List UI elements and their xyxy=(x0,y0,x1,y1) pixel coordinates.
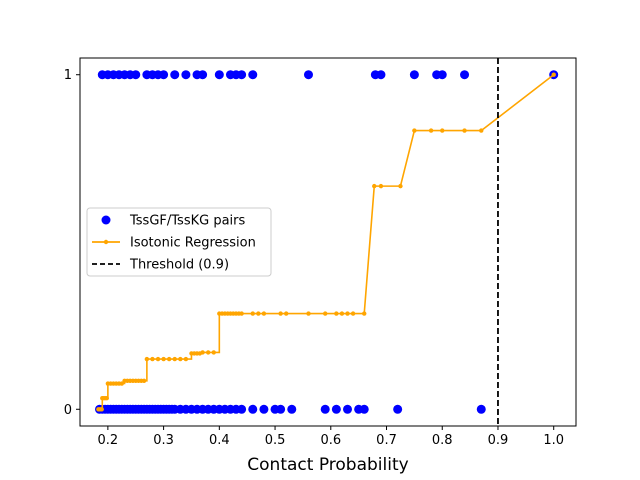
scatter-point xyxy=(198,70,208,80)
legend-frame xyxy=(86,207,272,277)
x-tick-label: 0.7 xyxy=(376,433,397,448)
scatter-point xyxy=(237,70,247,80)
isotonic-point xyxy=(278,311,283,316)
y-tick-label: 0 xyxy=(64,403,72,418)
scatter-point xyxy=(181,70,191,80)
axes-frame xyxy=(79,57,577,427)
isotonic-point xyxy=(428,128,434,133)
scatter-point xyxy=(259,404,269,414)
isotonic-point xyxy=(323,311,328,316)
isotonic-point xyxy=(440,128,445,133)
scatter-point xyxy=(248,404,258,414)
isotonic-point xyxy=(119,381,124,386)
x-tick-label: 0.2 xyxy=(98,433,119,448)
x-axis-title: Contact Probability xyxy=(247,455,408,475)
scatter-point xyxy=(303,70,313,80)
isotonic-point xyxy=(150,356,155,362)
x-tick-label: 0.6 xyxy=(320,433,341,448)
y-tick-label: 1 xyxy=(64,68,72,83)
scatter-point xyxy=(159,70,169,80)
scatter-point xyxy=(276,404,286,414)
legend-label-threshold: Threshold (0.9) xyxy=(129,258,229,273)
isotonic-point xyxy=(350,311,356,316)
isotonic-point xyxy=(205,350,211,355)
x-tick-label: 0.3 xyxy=(153,433,174,448)
isotonic-point xyxy=(200,350,205,355)
isotonic-point xyxy=(339,311,345,316)
legend: TssGF/TssKG pairs Isotonic Regression Th… xyxy=(86,207,272,277)
isotonic-point xyxy=(256,311,261,316)
isotonic-point xyxy=(178,356,183,362)
legend-label-isotonic: Isotonic Regression xyxy=(130,236,256,251)
scatter-point xyxy=(409,70,419,80)
legend-label-scatter: TssGF/TssKG pairs xyxy=(129,214,246,229)
isotonic-point xyxy=(345,311,350,316)
x-tick-label: 0.8 xyxy=(432,433,453,448)
isotonic-point xyxy=(141,378,147,384)
x-tick-label: 0.5 xyxy=(265,433,286,448)
isotonic-point xyxy=(155,356,161,362)
isotonic-point xyxy=(161,356,166,362)
isotonic-point xyxy=(183,356,189,362)
isotonic-point xyxy=(172,356,177,362)
scatter-point xyxy=(214,70,224,80)
isotonic-point xyxy=(239,311,244,316)
isotonic-point xyxy=(306,311,311,316)
scatter-point xyxy=(437,70,447,80)
isotonic-point xyxy=(99,407,104,412)
scatter-point xyxy=(376,70,386,80)
isotonic-point xyxy=(462,128,467,133)
isotonic-point xyxy=(334,311,339,316)
legend-marker-isotonic xyxy=(103,239,109,245)
scatter-point xyxy=(331,404,341,414)
scatter-point xyxy=(131,70,141,80)
scatter-point xyxy=(287,404,297,414)
isotonic-point xyxy=(104,396,109,401)
scatter-point xyxy=(460,70,470,80)
isotonic-point xyxy=(551,72,556,77)
isotonic-point xyxy=(250,311,255,316)
scatter-point xyxy=(170,70,180,80)
scatter-point xyxy=(320,404,330,414)
scatter-point xyxy=(248,70,258,80)
isotonic-point xyxy=(284,311,289,316)
legend-marker-scatter xyxy=(101,215,111,225)
isotonic-point xyxy=(372,183,377,189)
scatter-point xyxy=(237,404,247,414)
isotonic-point xyxy=(378,183,384,189)
isotonic-point xyxy=(362,311,367,316)
isotonic-point xyxy=(412,128,417,133)
scatter-point xyxy=(393,404,403,414)
isotonic-point xyxy=(261,311,267,316)
isotonic-point xyxy=(166,356,172,362)
isotonic-point xyxy=(211,350,216,355)
isotonic-point xyxy=(144,356,150,362)
marker-layer xyxy=(96,58,556,426)
x-tick-label: 0.4 xyxy=(209,433,230,448)
scatter-point xyxy=(359,404,369,414)
scatter-point xyxy=(476,404,486,414)
tick-layer: 0.2 0.3 0.4 0.5 0.6 0.7 0.8 0.9 1.0 0 1 xyxy=(64,68,564,448)
x-tick-label: 1.0 xyxy=(543,433,564,448)
x-tick-label: 0.9 xyxy=(488,433,509,448)
isotonic-point xyxy=(479,128,484,133)
scatter-point xyxy=(343,404,353,414)
isotonic-point xyxy=(398,183,403,189)
